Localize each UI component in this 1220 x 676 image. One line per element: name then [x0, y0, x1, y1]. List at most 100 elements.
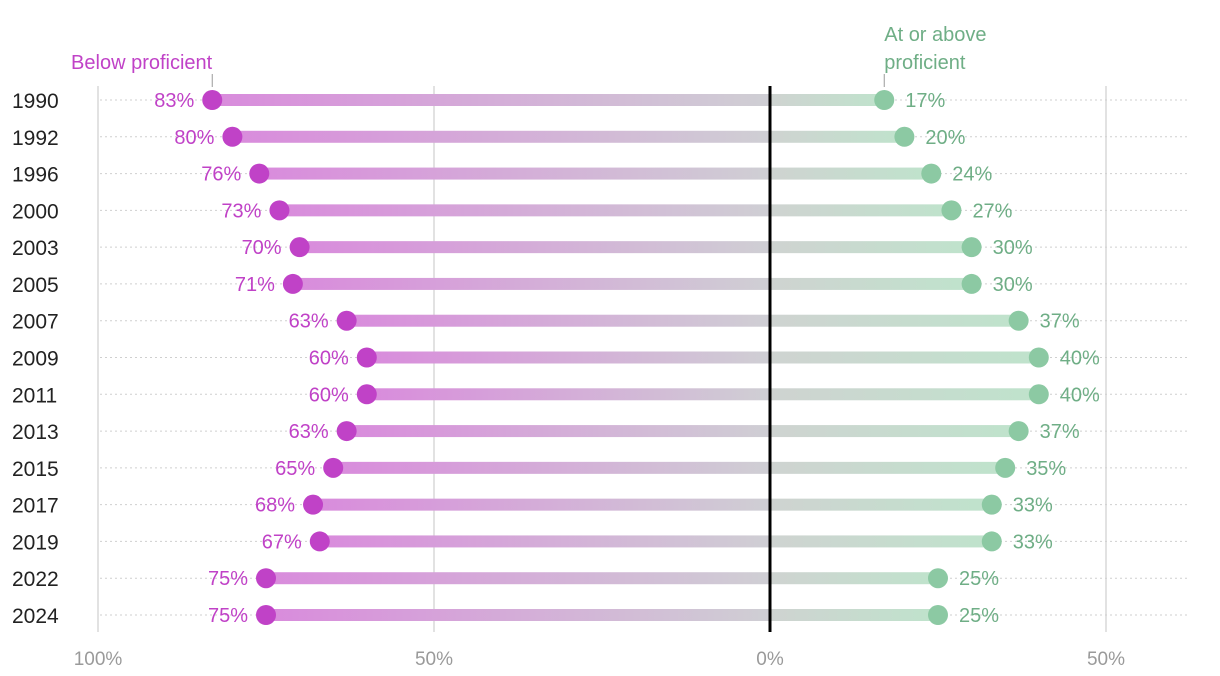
below-dot — [303, 494, 324, 515]
legend-above-proficient-line: proficient — [884, 52, 966, 74]
year-label: 1992 — [12, 127, 59, 150]
bars-layer — [212, 94, 1039, 621]
above-dot — [981, 531, 1002, 552]
above-dot — [961, 237, 982, 258]
above-dot — [981, 494, 1002, 515]
year-label: 2022 — [12, 568, 59, 591]
above-bar — [770, 535, 992, 548]
above-value-label: 33% — [1013, 531, 1053, 553]
above-dot — [995, 457, 1016, 478]
above-value-label: 37% — [1040, 421, 1080, 443]
below-value-label: 60% — [309, 384, 349, 406]
below-bar — [319, 535, 770, 548]
above-value-label: 37% — [1040, 311, 1080, 333]
below-value-label: 65% — [275, 458, 315, 480]
below-bar — [259, 167, 770, 180]
year-label: 2011 — [12, 384, 57, 407]
legend-above-proficient-line: At or above — [884, 24, 986, 46]
above-dot — [961, 273, 982, 294]
above-value-label: 25% — [959, 568, 999, 590]
below-value-label: 60% — [309, 348, 349, 370]
below-value-label: 75% — [208, 568, 248, 590]
below-bar — [366, 351, 770, 364]
x-tick-label: 50% — [415, 649, 453, 670]
above-value-label: 27% — [972, 200, 1012, 222]
above-bar — [770, 241, 972, 254]
x-tick-label: 50% — [1087, 649, 1125, 670]
year-label: 2024 — [12, 605, 59, 628]
above-bar — [770, 130, 905, 143]
below-bar — [346, 314, 770, 327]
below-value-label: 73% — [221, 200, 261, 222]
above-bar — [770, 204, 952, 217]
above-bar — [770, 94, 885, 106]
above-dot — [928, 605, 948, 625]
above-bar — [770, 167, 932, 180]
above-bar — [770, 572, 938, 585]
below-dot — [289, 237, 310, 258]
below-value-label: 83% — [154, 90, 194, 112]
below-dot — [269, 200, 290, 221]
above-dot — [928, 568, 948, 589]
below-bar — [232, 130, 770, 143]
below-bar — [313, 498, 770, 511]
dots-layer — [202, 90, 1049, 625]
above-value-label: 30% — [993, 237, 1033, 259]
above-value-label: 33% — [1013, 495, 1053, 517]
below-dot — [309, 531, 330, 552]
above-bar — [770, 314, 1019, 327]
below-bar — [333, 461, 770, 474]
above-bar — [770, 461, 1006, 474]
below-bar — [346, 425, 770, 438]
year-label: 2005 — [12, 274, 59, 297]
below-bar — [212, 94, 771, 106]
below-value-label: 70% — [242, 237, 282, 259]
below-dot — [222, 126, 243, 147]
x-axis: 100% 50% 0% 50% — [74, 649, 1125, 670]
year-label: 2000 — [12, 200, 59, 223]
below-bar — [292, 277, 770, 290]
year-label: 2007 — [12, 311, 59, 334]
below-dot — [202, 90, 223, 110]
below-value-label: 80% — [174, 127, 214, 149]
above-value-label: 17% — [905, 90, 945, 112]
below-bar — [299, 241, 770, 254]
labels-layer: 83% 17% 1990 80% 20% 1992 76% 24% 1996 73% 27% 2000… — [12, 90, 1100, 628]
legend-below-proficient: Below proficient — [71, 52, 213, 74]
above-dot — [894, 126, 915, 147]
above-dot — [1008, 421, 1029, 442]
x-tick-label: 100% — [74, 649, 123, 670]
below-dot — [336, 310, 357, 331]
above-bar — [770, 425, 1019, 438]
below-value-label: 63% — [289, 421, 329, 443]
below-dot — [282, 273, 303, 294]
above-value-label: 35% — [1026, 458, 1066, 480]
year-label: 2019 — [12, 531, 59, 554]
above-dot — [1028, 384, 1049, 405]
above-value-label: 30% — [993, 274, 1033, 296]
below-dot — [356, 384, 377, 405]
above-dot — [874, 90, 895, 110]
below-dot — [336, 421, 357, 442]
below-dot — [356, 347, 377, 368]
below-value-label: 68% — [255, 495, 295, 517]
below-bar — [279, 204, 770, 217]
below-dot — [256, 568, 276, 589]
x-tick-label: 0% — [756, 649, 784, 670]
legend-layer: Below proficient At or above proficient — [71, 24, 987, 87]
year-label: 1990 — [12, 90, 59, 113]
above-dot — [1028, 347, 1049, 368]
below-dot — [249, 163, 270, 184]
above-bar — [770, 498, 992, 511]
above-value-label: 24% — [952, 164, 992, 186]
year-label: 2017 — [12, 495, 59, 518]
above-bar — [770, 609, 938, 621]
above-dot — [941, 200, 962, 221]
below-value-label: 75% — [208, 605, 248, 627]
year-label: 2015 — [12, 458, 59, 481]
year-label: 2003 — [12, 237, 59, 260]
above-value-label: 40% — [1060, 384, 1100, 406]
below-value-label: 67% — [262, 531, 302, 553]
year-label: 1996 — [12, 164, 59, 187]
